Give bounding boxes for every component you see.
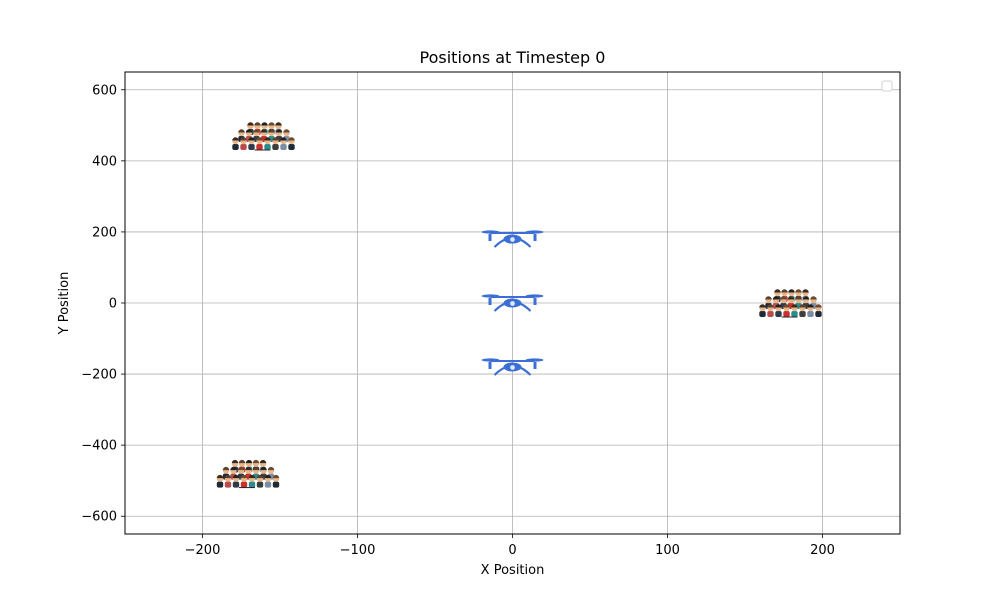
y-tick-label: 400: [92, 154, 117, 169]
crowd-icon: [216, 459, 280, 489]
x-axis-label: X Position: [481, 563, 545, 578]
drone-icon: [481, 230, 544, 248]
y-tick-label: −600: [81, 510, 117, 525]
y-axis-label: Y Position: [57, 272, 72, 336]
y-tick-label: −200: [81, 368, 117, 383]
markers: [216, 122, 822, 489]
y-tick-label: −400: [81, 439, 117, 454]
chart-title: Positions at Timestep 0: [420, 48, 606, 67]
x-tick-label: 0: [508, 543, 516, 558]
legend-box: [881, 80, 893, 92]
x-tick-label: 200: [810, 543, 835, 558]
ticks: −200 −100 0 100 200 −600 −400 −200 0 200 400 600: [81, 83, 835, 558]
x-tick-label: 100: [655, 543, 680, 558]
drone-icon: [481, 294, 544, 312]
crowd-icon: [232, 122, 295, 151]
drone-icon: [481, 358, 544, 376]
y-tick-label: 0: [109, 297, 117, 312]
x-tick-label: −100: [340, 543, 376, 558]
x-tick-label: −200: [185, 543, 221, 558]
y-tick-label: 200: [92, 225, 117, 240]
crowd-icon: [759, 289, 822, 318]
y-tick-label: 600: [92, 83, 117, 98]
